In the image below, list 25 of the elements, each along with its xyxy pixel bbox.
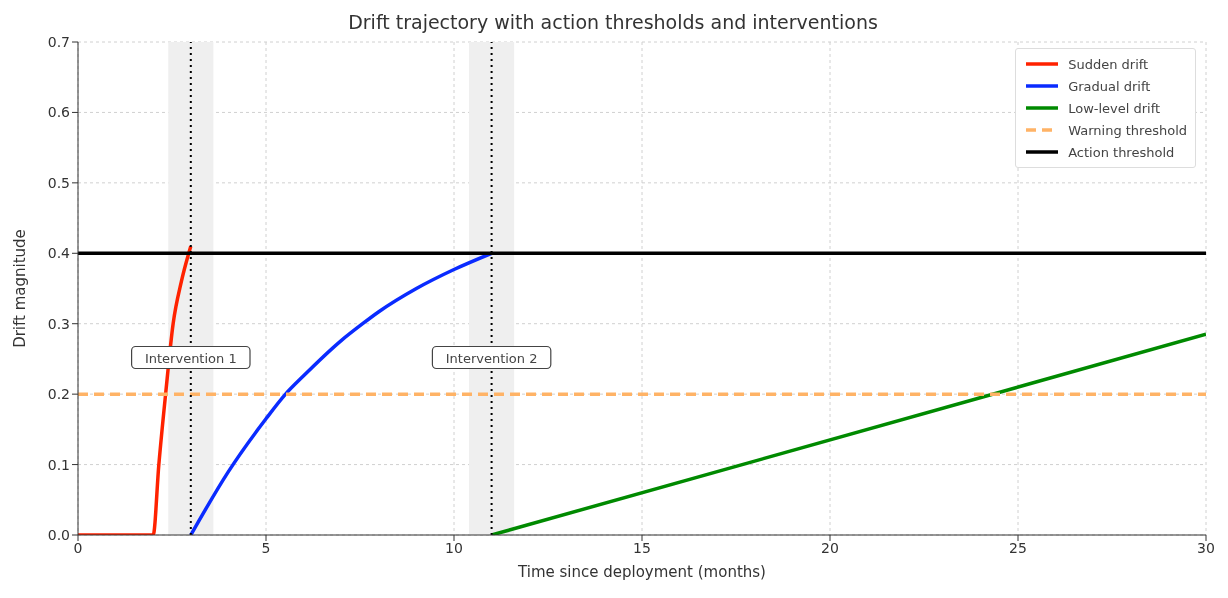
y-tick-label: 0.1 [47,456,70,473]
x-axis-title: Time since deployment (months) [517,563,766,581]
ref-line-label: Intervention 1 [144,350,237,366]
legend-label: Gradual drift [1068,78,1151,94]
x-tick-label: 30 [1197,539,1215,556]
x-tick-label: 15 [633,539,651,556]
x-tick-label: 0 [73,539,83,556]
x-tick-label: 25 [1009,539,1027,556]
y-axis-title: Drift magnitude [11,229,30,348]
y-tick-label: 0.2 [47,386,70,403]
y-tick-label: 0.0 [47,526,70,543]
y-tick-label: 0.5 [47,174,70,191]
x-tick-label: 5 [261,539,271,556]
y-tick-label: 0.3 [47,315,70,332]
ref-line-label: Intervention 2 [445,350,538,366]
y-tick-label: 0.7 [47,33,70,50]
legend-label: Action threshold [1068,144,1175,160]
x-tick-label: 20 [821,539,839,556]
legend-label: Low-level drift [1068,100,1161,116]
y-tick-label: 0.6 [47,104,71,121]
chart-title: Drift trajectory with action thresholds and interventions [348,11,878,33]
x-tick-label: 10 [445,539,463,556]
legend-label: Sudden drift [1068,56,1149,72]
y-tick-label: 0.4 [47,245,71,262]
legend-label: Warning threshold [1068,122,1187,138]
